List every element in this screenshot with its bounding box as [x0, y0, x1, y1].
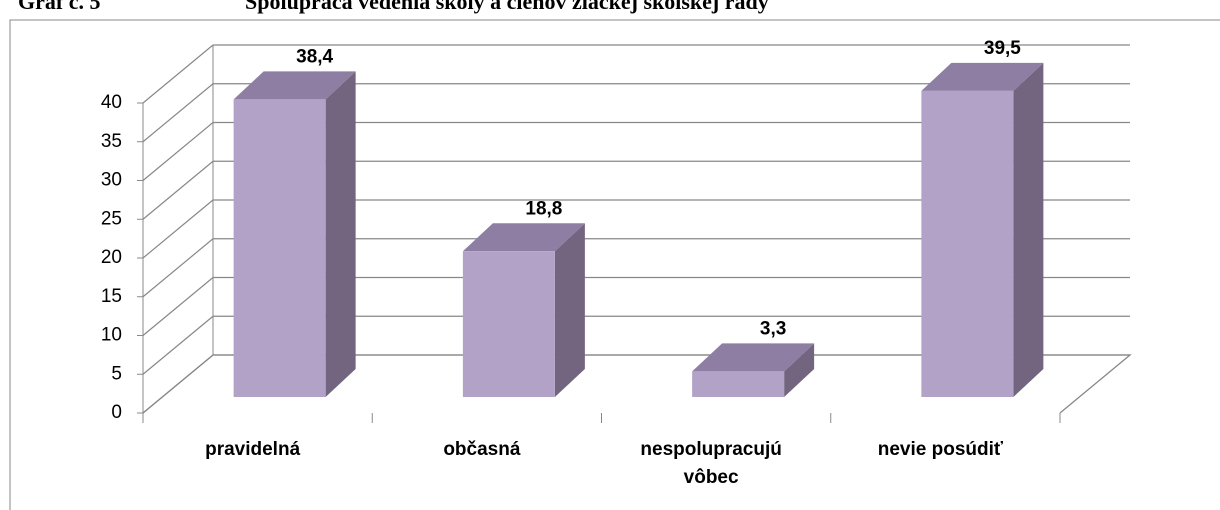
- y-tick-label: 0: [111, 402, 122, 423]
- bar: [921, 90, 1014, 397]
- data-label: 39,5: [984, 38, 1021, 59]
- chart-border: [9, 19, 1220, 510]
- bar-side: [554, 223, 585, 397]
- bar-side: [784, 343, 815, 397]
- grid-line: [142, 122, 214, 181]
- y-tick-label: 10: [101, 325, 122, 346]
- data-label: 38,4: [296, 46, 333, 67]
- y-tick-label: 35: [101, 131, 122, 152]
- bar-top: [462, 223, 585, 252]
- grid-line: [142, 277, 214, 336]
- bar: [233, 99, 326, 398]
- y-tick-label: 5: [111, 363, 122, 384]
- bar-top: [233, 71, 356, 100]
- grid-line: [142, 315, 214, 375]
- bar-top: [921, 62, 1044, 91]
- x-tick-label: občasná: [443, 439, 521, 460]
- x-tick-label: nevie posúdiť: [877, 439, 1003, 460]
- grid-line: [142, 160, 214, 220]
- grid-line: [142, 354, 214, 414]
- x-tick-label: nespolupracujú vôbec: [640, 439, 782, 488]
- x-tick-label: pravidelná: [205, 439, 301, 460]
- y-tick-label: 30: [101, 170, 122, 191]
- chart-title: Spolupráca vedenia školy a členov žiacke…: [245, 0, 769, 14]
- grid-line: [142, 83, 214, 143]
- bar-side: [1013, 62, 1044, 397]
- grid-line: [142, 44, 214, 104]
- bar-side: [325, 71, 356, 398]
- data-label: 3,3: [760, 318, 786, 339]
- grid-line: [142, 238, 214, 298]
- y-tick-label: 15: [101, 286, 122, 307]
- bar: [692, 371, 785, 397]
- chart-caption: Graf č. 5: [18, 0, 100, 14]
- y-tick-label: 40: [101, 92, 122, 113]
- bar: [462, 251, 555, 397]
- y-tick-label: 20: [101, 247, 122, 268]
- bar-top: [692, 343, 815, 372]
- data-label: 18,8: [525, 198, 562, 219]
- grid-line: [142, 199, 214, 259]
- y-tick-label: 25: [101, 208, 122, 229]
